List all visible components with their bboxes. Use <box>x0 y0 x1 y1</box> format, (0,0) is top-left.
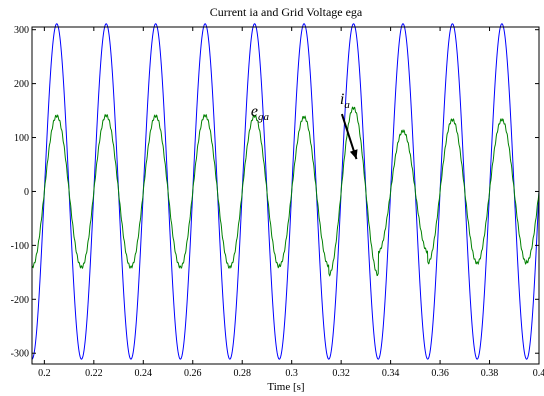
y-tick-label: 0 <box>24 187 29 198</box>
x-tick-label: 0.28 <box>233 368 251 379</box>
chart-title: Current ia and Grid Voltage ega <box>210 5 363 19</box>
annotations: ega ia <box>251 91 358 160</box>
x-tick-label: 0.2 <box>38 368 51 379</box>
series-layer <box>31 23 540 360</box>
y-axis: -300 -200 -100 0 100 200 300 <box>11 25 539 360</box>
annotation-ia: ia <box>340 91 350 111</box>
x-tick-label: 0.36 <box>431 368 449 379</box>
plot-frame <box>31 26 540 365</box>
x-tick-label: 0.34 <box>382 368 400 379</box>
x-tick-label: 0.38 <box>481 368 499 379</box>
annotation-arrow-head <box>349 149 358 160</box>
y-tick-label: 300 <box>14 25 29 36</box>
plot-area <box>31 23 540 365</box>
x-tick-label: 0.22 <box>85 368 103 379</box>
y-tick-label: 200 <box>14 79 29 90</box>
y-tick-label: 100 <box>14 133 29 144</box>
x-axis: 0.2 0.22 0.24 0.26 0.28 0.3 0.32 0.34 0.36 0.38 0.… <box>38 27 544 379</box>
x-tick-label: 0.32 <box>332 368 350 379</box>
annotation-ega: ega <box>251 103 270 123</box>
x-axis-label: Time [s] <box>267 381 304 393</box>
x-tick-label: 0.24 <box>135 368 153 379</box>
x-tick-label: 0.3 <box>285 368 298 379</box>
x-tick-label: 0.26 <box>184 368 202 379</box>
y-tick-label: -100 <box>11 241 29 252</box>
y-tick-label: -300 <box>11 349 29 360</box>
series-line-voltage <box>31 23 540 360</box>
y-tick-label: -200 <box>11 295 29 306</box>
x-tick-label: 0.4 <box>533 368 544 379</box>
series-line-current <box>31 106 540 277</box>
